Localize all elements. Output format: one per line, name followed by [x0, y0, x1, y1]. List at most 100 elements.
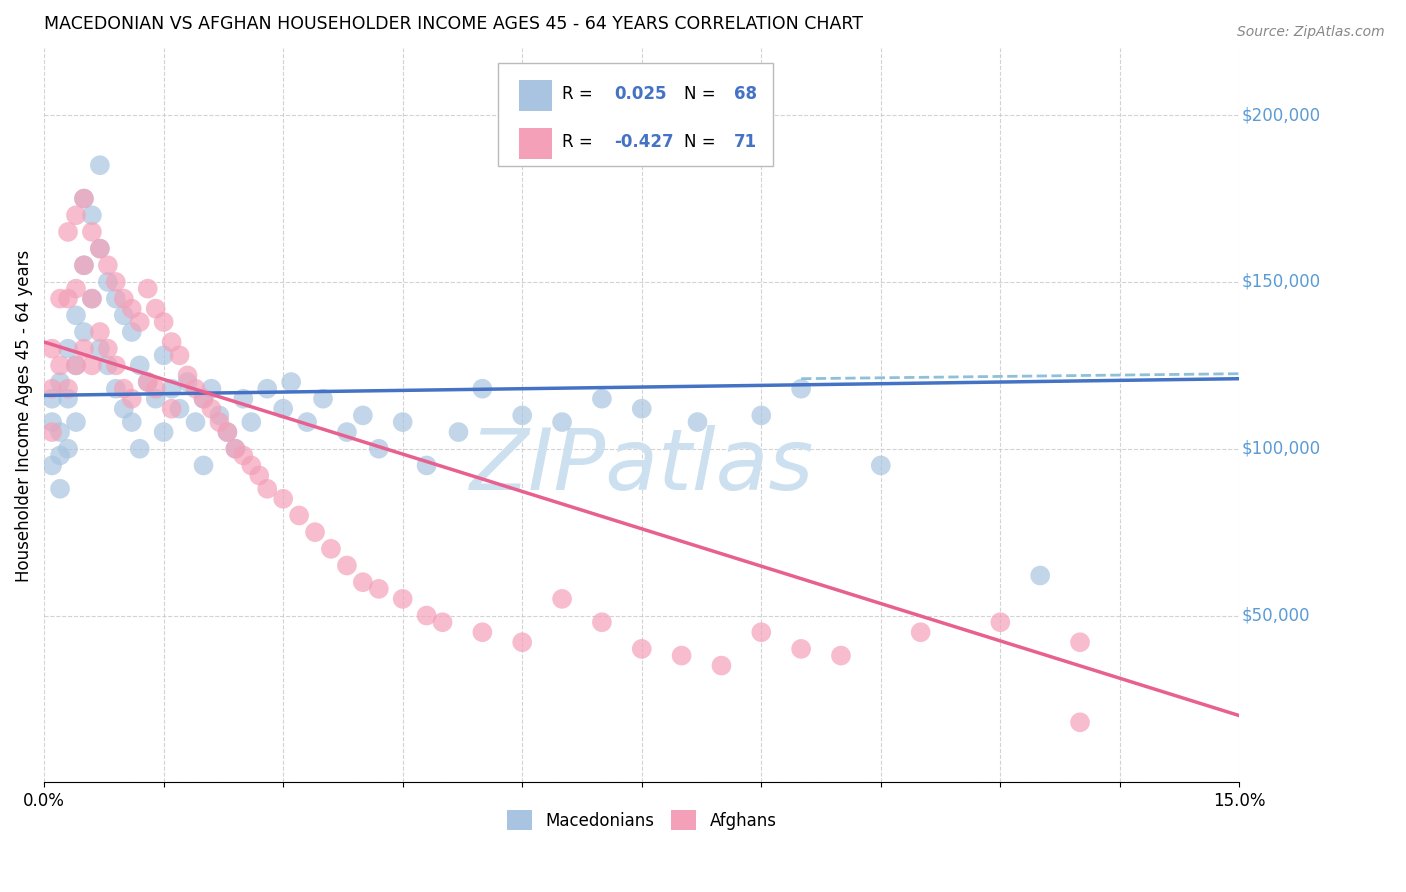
Point — [790, 382, 813, 396]
Point — [510, 409, 533, 423]
Point — [591, 392, 613, 406]
Point — [112, 401, 135, 416]
Legend: Macedonians, Afghans: Macedonians, Afghans — [501, 804, 783, 837]
Point — [80, 208, 103, 222]
Point — [97, 258, 120, 272]
Point — [49, 482, 72, 496]
Text: Source: ZipAtlas.com: Source: ZipAtlas.com — [1237, 25, 1385, 39]
Point — [145, 392, 167, 406]
Point — [160, 334, 183, 349]
Point — [49, 449, 72, 463]
Point — [176, 368, 198, 383]
Point — [193, 392, 215, 406]
Point — [193, 458, 215, 473]
Point — [1069, 635, 1091, 649]
Text: -0.427: -0.427 — [614, 133, 673, 151]
Point — [295, 415, 318, 429]
Point — [73, 342, 96, 356]
Point — [121, 415, 143, 429]
Point — [121, 301, 143, 316]
Point — [336, 558, 359, 573]
Point — [104, 275, 127, 289]
Point — [97, 342, 120, 356]
Point — [208, 415, 231, 429]
Point — [352, 409, 374, 423]
Point — [232, 449, 254, 463]
Point — [112, 292, 135, 306]
Point — [136, 282, 159, 296]
Point — [56, 382, 79, 396]
Point — [415, 608, 437, 623]
Text: ZIPatlas: ZIPatlas — [470, 425, 814, 508]
Point — [73, 325, 96, 339]
Point — [184, 382, 207, 396]
Point — [176, 375, 198, 389]
Point — [1069, 715, 1091, 730]
Point — [319, 541, 342, 556]
Point — [73, 192, 96, 206]
Point — [280, 375, 302, 389]
Point — [988, 615, 1011, 630]
Point — [152, 315, 174, 329]
Point — [121, 325, 143, 339]
Point — [104, 359, 127, 373]
Point — [208, 409, 231, 423]
Point — [551, 415, 574, 429]
Text: 71: 71 — [734, 133, 756, 151]
Point — [471, 382, 494, 396]
Point — [56, 292, 79, 306]
Point — [304, 525, 326, 540]
Point — [41, 392, 63, 406]
FancyBboxPatch shape — [519, 80, 553, 111]
Point — [65, 208, 87, 222]
Point — [41, 425, 63, 439]
Point — [80, 225, 103, 239]
Point — [256, 382, 278, 396]
Point — [41, 458, 63, 473]
Point — [56, 392, 79, 406]
Point — [128, 359, 150, 373]
Point — [352, 575, 374, 590]
Text: 68: 68 — [734, 85, 756, 103]
Point — [415, 458, 437, 473]
Point — [271, 491, 294, 506]
Point — [232, 392, 254, 406]
Point — [136, 375, 159, 389]
Point — [193, 392, 215, 406]
Text: $50,000: $50,000 — [1241, 607, 1310, 624]
Point — [152, 348, 174, 362]
Point — [41, 342, 63, 356]
Point — [686, 415, 709, 429]
Point — [145, 382, 167, 396]
Point — [471, 625, 494, 640]
Point — [80, 292, 103, 306]
Point — [367, 442, 389, 456]
Point — [240, 415, 263, 429]
Text: R =: R = — [561, 133, 598, 151]
Point — [112, 308, 135, 322]
Point — [630, 401, 652, 416]
Point — [56, 342, 79, 356]
Point — [89, 342, 111, 356]
Point — [312, 392, 335, 406]
Text: $150,000: $150,000 — [1241, 273, 1320, 291]
Point — [630, 641, 652, 656]
Point — [89, 242, 111, 256]
Point — [73, 258, 96, 272]
FancyBboxPatch shape — [498, 63, 773, 166]
Point — [73, 192, 96, 206]
Point — [710, 658, 733, 673]
Point — [671, 648, 693, 663]
Point — [145, 301, 167, 316]
Point — [97, 275, 120, 289]
Point — [224, 442, 246, 456]
Point — [217, 425, 239, 439]
Point — [169, 401, 191, 416]
Point — [56, 225, 79, 239]
Point — [56, 442, 79, 456]
Point — [41, 382, 63, 396]
Point — [89, 158, 111, 172]
Point — [224, 442, 246, 456]
Text: R =: R = — [561, 85, 598, 103]
Point — [1029, 568, 1052, 582]
